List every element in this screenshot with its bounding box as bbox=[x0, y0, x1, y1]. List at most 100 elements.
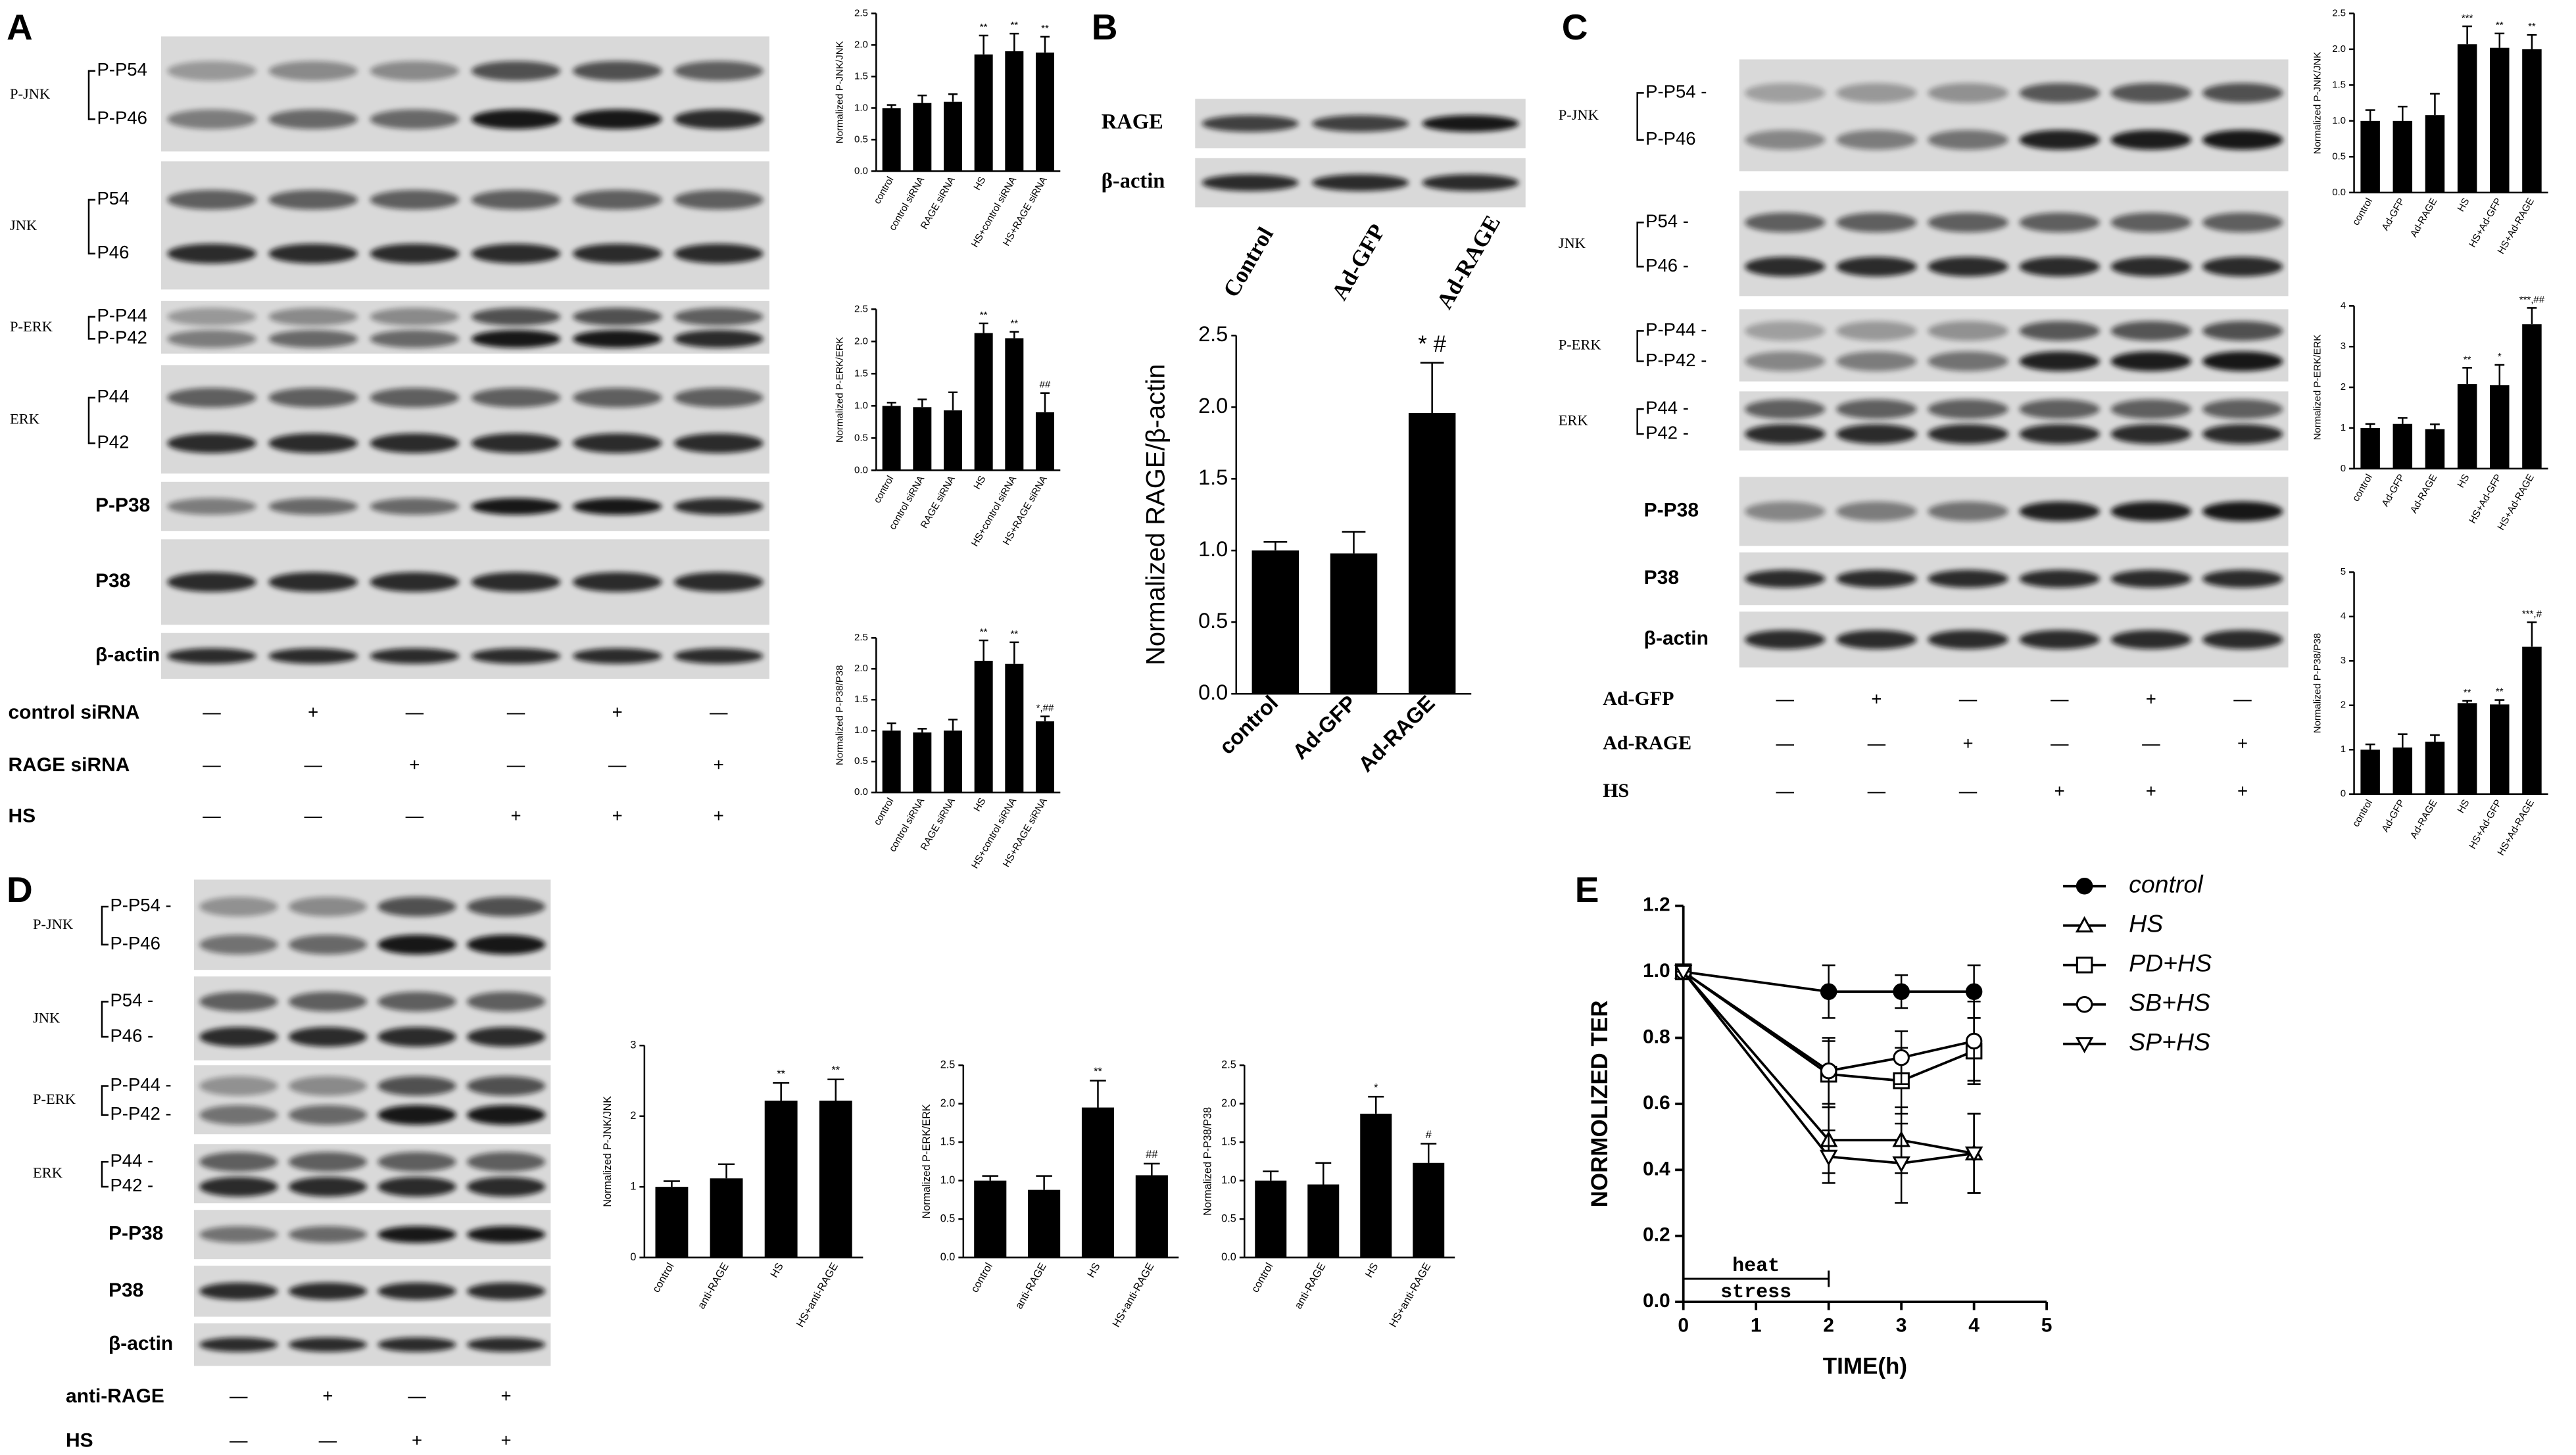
error-bar bbox=[2527, 34, 2537, 49]
bar bbox=[1135, 1175, 1168, 1258]
bar bbox=[2490, 385, 2510, 469]
treatment-label: RAGE siRNA bbox=[8, 754, 130, 776]
blot-band bbox=[466, 934, 546, 955]
blot-band bbox=[572, 387, 662, 408]
marker bbox=[2075, 916, 2094, 933]
bar bbox=[913, 407, 932, 471]
x-tick-label: HS bbox=[2455, 798, 2471, 815]
blot-band bbox=[2019, 424, 2100, 444]
significance: ** bbox=[2464, 687, 2471, 698]
error-bar bbox=[1040, 36, 1050, 53]
bar bbox=[1035, 412, 1054, 471]
error-bar bbox=[2397, 105, 2408, 121]
bar bbox=[943, 101, 962, 172]
blot-band bbox=[167, 60, 256, 81]
blot-band bbox=[1928, 130, 2008, 150]
blot-band bbox=[1745, 212, 1826, 233]
blot-band bbox=[471, 433, 561, 454]
bracket bbox=[87, 70, 95, 120]
significance: ***,## bbox=[2519, 294, 2545, 305]
significance: ** bbox=[1010, 629, 1018, 640]
treatment-sign: — bbox=[608, 755, 627, 775]
blot-band bbox=[2019, 569, 2100, 588]
error-bar bbox=[1421, 1143, 1437, 1163]
significance: * bbox=[1374, 1082, 1378, 1093]
y-axis-title: NORMOLIZED TER bbox=[1587, 1001, 1613, 1208]
blot-band bbox=[288, 1076, 368, 1096]
blot-band bbox=[2202, 212, 2283, 233]
blot-band bbox=[1836, 569, 1917, 588]
bracket bbox=[1636, 330, 1644, 362]
treatment-sign: — bbox=[507, 702, 525, 723]
band-label: P-P44 bbox=[97, 305, 147, 325]
bar bbox=[2360, 427, 2380, 469]
blot-background bbox=[1739, 477, 2289, 546]
blot-band bbox=[2019, 130, 2100, 150]
blot-band bbox=[1928, 321, 2008, 341]
blot-band bbox=[2019, 630, 2100, 650]
blot-band bbox=[2019, 321, 2100, 341]
significance: ** bbox=[2496, 686, 2504, 698]
bar bbox=[1413, 1162, 1445, 1258]
bar bbox=[2393, 120, 2413, 193]
blot-band bbox=[377, 991, 456, 1012]
blot-band bbox=[199, 1282, 278, 1300]
band-label: P-P42 - bbox=[110, 1103, 171, 1124]
x-tick-label: HS bbox=[971, 474, 988, 492]
blot-band bbox=[1202, 174, 1299, 191]
row-label: RAGE bbox=[1102, 110, 1163, 133]
blot-band bbox=[268, 433, 358, 454]
y-tick-label: 1.0 bbox=[2332, 115, 2346, 126]
blot-band bbox=[471, 189, 561, 210]
bar bbox=[2425, 429, 2445, 469]
annotation-bracket bbox=[1683, 1270, 1830, 1287]
blot-band bbox=[268, 243, 358, 264]
row-label: JNK bbox=[33, 1009, 60, 1026]
x-tick-label: HS+Ad-GFP bbox=[2467, 798, 2504, 851]
blot-band bbox=[370, 60, 460, 81]
blot-background bbox=[160, 161, 769, 290]
treatment-sign: — bbox=[203, 702, 221, 723]
band-label: P-P54 - bbox=[1645, 82, 1707, 102]
bar bbox=[913, 103, 932, 172]
blot-band bbox=[572, 243, 662, 264]
blot-band bbox=[2202, 351, 2283, 371]
blot-background bbox=[1739, 611, 2289, 668]
legend-label: SP+HS bbox=[2129, 1028, 2210, 1056]
significance: ** bbox=[2496, 20, 2504, 31]
blot-band bbox=[268, 387, 358, 408]
x-tick-label: 5 bbox=[2041, 1315, 2053, 1337]
marker bbox=[2075, 1037, 2094, 1054]
annotation-text: heat bbox=[1732, 1255, 1780, 1277]
marker bbox=[1819, 1149, 1838, 1166]
y-axis-title: Normalized P-ERK/ERK bbox=[2312, 335, 2323, 441]
blot-band bbox=[1928, 501, 2008, 521]
blot-band bbox=[2110, 569, 2192, 588]
error-bar bbox=[1368, 1095, 1384, 1114]
error-bar bbox=[887, 104, 896, 108]
y-tick-label: 2.0 bbox=[2332, 43, 2346, 55]
y-tick-label: 0.5 bbox=[854, 755, 868, 767]
blot-band bbox=[2110, 130, 2192, 150]
error-bar bbox=[1342, 531, 1366, 554]
blot-band bbox=[1745, 256, 1826, 277]
blot-background bbox=[1739, 59, 2289, 172]
treatment-sign: + bbox=[2237, 733, 2248, 753]
error-bar bbox=[2430, 734, 2440, 742]
blot-band bbox=[370, 648, 460, 664]
blot-band bbox=[377, 1076, 456, 1096]
blot-band bbox=[1836, 630, 1917, 650]
bracket bbox=[87, 316, 95, 340]
treatment-label: anti-RAGE bbox=[66, 1385, 164, 1407]
x-tick-label: anti-RAGE bbox=[1013, 1261, 1048, 1311]
blot-band bbox=[673, 329, 764, 348]
y-tick-label: 0.0 bbox=[1643, 1290, 1670, 1312]
error-bar bbox=[827, 1078, 844, 1101]
row-label: ERK bbox=[10, 411, 39, 427]
annotation-text: stress bbox=[1720, 1281, 1791, 1304]
blot-band bbox=[572, 648, 662, 664]
error-bar bbox=[2430, 93, 2440, 116]
blot-band bbox=[288, 1176, 368, 1197]
error-bar bbox=[2527, 621, 2537, 647]
y-axis-title: Normalized RAGE/β-actin bbox=[1141, 364, 1170, 666]
